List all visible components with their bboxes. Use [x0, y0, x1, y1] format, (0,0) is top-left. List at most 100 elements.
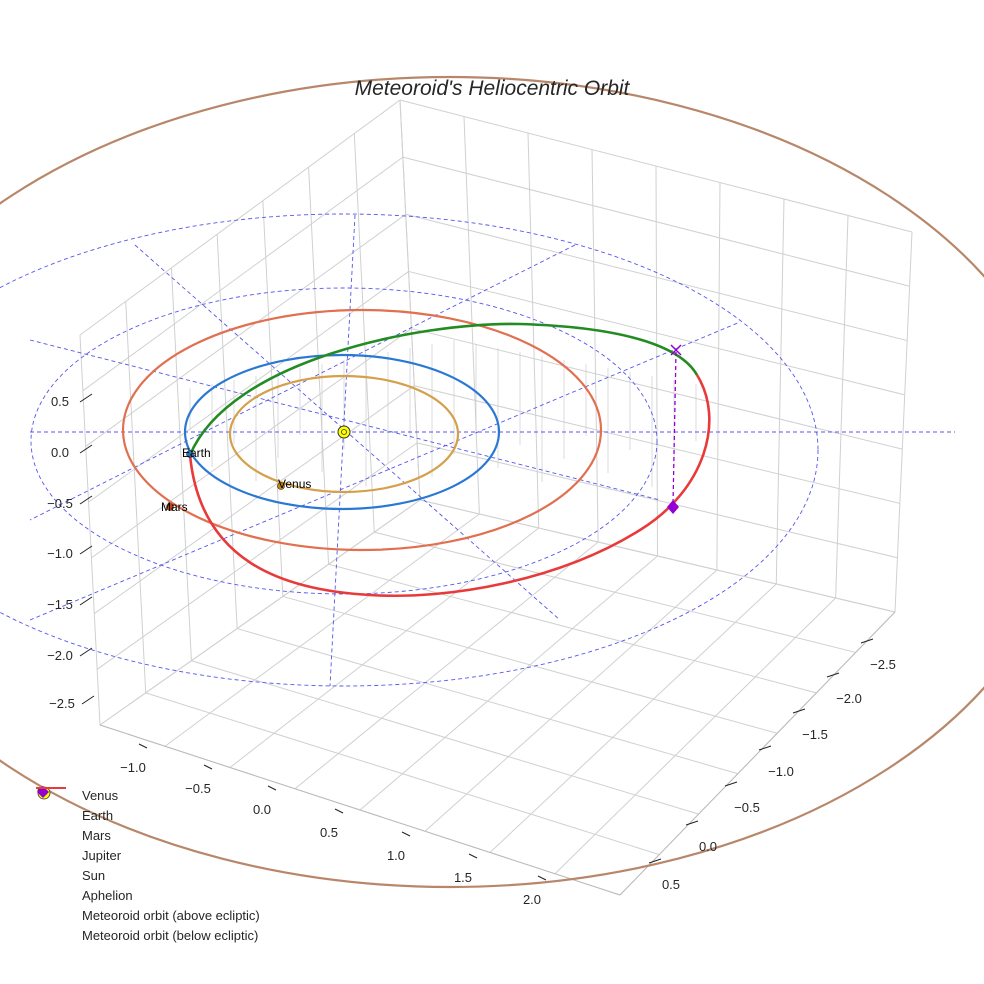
grid-line: [655, 165, 658, 557]
ecliptic-spoke: [29, 339, 661, 501]
grid-line: [424, 569, 718, 832]
label-venus: Venus: [278, 477, 311, 491]
grid-line: [399, 99, 913, 233]
grid-line: [82, 156, 404, 392]
x-tick-mark: [401, 831, 411, 837]
grid-line: [408, 270, 905, 396]
ecliptic-spoke: [29, 321, 741, 621]
grid-line: [229, 527, 540, 768]
z-tick-mark: [79, 596, 93, 606]
grid-line: [79, 334, 101, 726]
legend-label: Meteoroid orbit (above ecliptic): [82, 907, 260, 923]
orbit-earth: [183, 353, 501, 511]
y-tick: 0.5: [662, 877, 680, 892]
planet-orbits: [0, 76, 984, 888]
x-tick: −1.0: [120, 760, 146, 775]
legend-label: Sun: [82, 867, 106, 883]
y-tick: 0.0: [699, 839, 717, 854]
grid-line: [775, 198, 785, 585]
x-tick: 1.5: [454, 870, 472, 885]
ecliptic-reference-grid: [0, 213, 955, 687]
z-tick: −2.5: [49, 696, 75, 711]
grid-line: [489, 583, 777, 853]
z-tick: −2.0: [47, 648, 73, 663]
grid-line: [463, 116, 480, 515]
legend-label: Meteoroid orbit (below ecliptic): [82, 927, 259, 943]
z-tick-mark: [79, 495, 93, 505]
x-tick-mark: [537, 875, 547, 881]
grid-line: [527, 132, 540, 529]
y-tick-mark: [792, 708, 806, 714]
grid-line: [85, 213, 407, 447]
grid-line: [554, 597, 836, 875]
grid-line: [399, 99, 421, 501]
y-tick: −0.5: [734, 800, 760, 815]
x-tick-mark: [267, 785, 277, 791]
meteoroid-orbit: [188, 322, 711, 598]
grid-line: [282, 595, 778, 734]
grid-line: [359, 555, 658, 811]
grid-line: [93, 385, 415, 614]
grid-line: [328, 563, 817, 694]
legend-label: Earth: [82, 807, 114, 823]
y-tick-mark: [758, 745, 772, 751]
legend-label: Aphelion: [82, 887, 133, 903]
grid-line: [353, 133, 375, 533]
legend-item: Meteoroid orbit (above ecliptic): [36, 787, 260, 925]
grid-line: [237, 628, 738, 775]
z-tick: −1.0: [47, 546, 73, 561]
grid-line: [716, 182, 721, 571]
grid-line: [216, 234, 238, 629]
x-axis-line: [99, 724, 621, 896]
legend-label: Mars: [82, 827, 111, 843]
aphelion-projection-line: [672, 351, 677, 506]
legend-item: Mars: [36, 786, 260, 845]
x-tick: 2.0: [523, 892, 541, 907]
orbit-mars: [121, 308, 603, 552]
z-tick-mark: [79, 444, 93, 454]
x-tick: 0.5: [320, 825, 338, 840]
grid-line: [262, 200, 284, 597]
aphelion-x-icon: [670, 344, 682, 356]
chart-title: Meteoroid's Heliocentric Orbit: [355, 77, 631, 100]
y-tick-mark: [685, 820, 699, 826]
legend-item: Earth: [36, 786, 260, 825]
grid-line: [591, 149, 599, 543]
legend-item: Sun: [36, 786, 260, 885]
markers: Venus Earth Mars: [161, 344, 682, 514]
legend: Venus Earth Mars Jupiter Sun Aphelion Meteoroi…: [36, 785, 260, 945]
y-tick-mark: [648, 858, 662, 864]
grid-line: [894, 231, 913, 613]
x-tick-mark: [203, 764, 213, 770]
z-tick-mark: [79, 647, 93, 657]
z-tick: −0.5: [47, 496, 73, 511]
label-mars: Mars: [161, 500, 188, 514]
grid-line: [125, 301, 147, 693]
z-tick: 0.5: [51, 394, 69, 409]
grid-line: [402, 156, 910, 287]
orbit-jupiter: [0, 76, 984, 888]
sun-icon: [337, 425, 351, 439]
sun-core-icon: [341, 429, 347, 435]
grid-line: [170, 267, 192, 661]
grid-line: [419, 499, 896, 613]
y-tick: −2.0: [836, 691, 862, 706]
grid-line: [91, 328, 412, 559]
grid-line: [835, 215, 849, 599]
x-tick-mark: [468, 853, 478, 859]
orbit-below-ecliptic: [188, 374, 711, 598]
grid-line: [99, 499, 421, 726]
x-tick: 1.0: [387, 848, 405, 863]
orbit-venus: [228, 374, 460, 494]
orbit-above-ecliptic: [188, 322, 699, 456]
y-tick-mark: [860, 638, 874, 644]
grid-line: [405, 213, 908, 342]
x-tick: 0.0: [253, 802, 271, 817]
z-tick-mark: [79, 545, 93, 555]
z-tick-mark: [81, 695, 95, 705]
grid-line: [411, 328, 903, 450]
planet-marker-mars: [166, 503, 174, 511]
grid-line: [374, 531, 856, 653]
